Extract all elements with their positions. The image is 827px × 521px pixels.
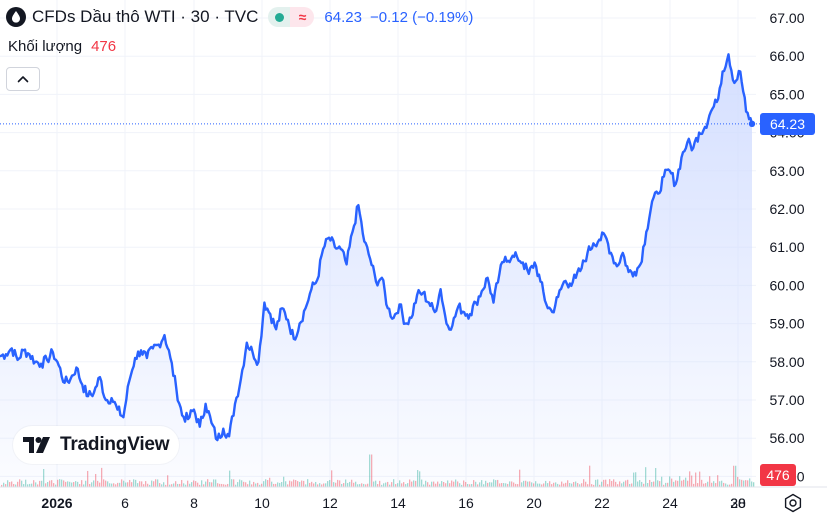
x-tick-label: 20 <box>526 495 542 511</box>
price-axis[interactable]: 67.0066.0065.0064.0063.0062.0061.0060.00… <box>769 10 804 484</box>
volume-value: 476 <box>91 38 117 55</box>
volume-label: Khối lượng <box>8 38 83 55</box>
market-status-pill[interactable]: ≈ <box>268 7 315 27</box>
y-tick-label: 65.00 <box>769 86 804 102</box>
x-tick-label: 30 <box>730 495 746 511</box>
x-tick-label: 8 <box>190 495 198 511</box>
y-tick-label: 63.00 <box>769 163 804 179</box>
oil-drop-icon <box>6 7 26 27</box>
x-tick-label: 10 <box>254 495 270 511</box>
x-tick-label: 28 <box>730 495 746 511</box>
market-open-dot-icon <box>268 7 291 27</box>
y-tick-label: 67.00 <box>769 10 804 26</box>
tradingview-logo-icon <box>23 437 50 453</box>
collapse-legend-button[interactable] <box>6 67 40 91</box>
y-tick-label: 60.00 <box>769 277 804 293</box>
y-tick-label: 62.00 <box>769 201 804 217</box>
volume-bar <box>753 482 755 487</box>
wave-icon: ≈ <box>290 7 315 27</box>
x-tick-label: 16 <box>458 495 474 511</box>
x-tick-label: 2026 <box>41 495 72 511</box>
last-price-value: 64.23 <box>324 8 362 26</box>
settings-gear-icon <box>784 493 802 513</box>
x-tick-label: 22 <box>594 495 610 511</box>
x-tick-label: 24 <box>662 495 678 511</box>
svg-text:476: 476 <box>766 467 790 483</box>
price-change: −0.12 (−0.19%) <box>369 8 474 26</box>
x-tick-label: 12 <box>322 495 338 511</box>
symbol-title[interactable]: CFDs Dầu thô WTI · 30 · TVC <box>32 7 259 26</box>
volume-axis-label: 476 <box>760 464 796 486</box>
svg-text:64.23: 64.23 <box>770 116 805 132</box>
price-area-fill <box>0 54 752 488</box>
y-tick-label: 58.00 <box>769 354 804 370</box>
y-tick-label: 61.00 <box>769 239 804 255</box>
x-tick-label: 6 <box>121 495 129 511</box>
symbol-legend: CFDs Dầu thô WTI · 30 · TVC ≈ 64.23 −0.1… <box>6 6 473 28</box>
volume-legend[interactable]: Khối lượng 476 <box>8 38 116 55</box>
tradingview-logo[interactable]: TradingView <box>13 426 180 464</box>
settings-button[interactable] <box>781 491 805 515</box>
last-price-label: 64.23 <box>760 113 815 135</box>
y-tick-label: 59.00 <box>769 316 804 332</box>
x-tick-label: 14 <box>390 495 406 511</box>
last-price-point <box>748 120 756 128</box>
price-line <box>0 53 754 442</box>
y-tick-label: 56.00 <box>769 430 804 446</box>
y-tick-label: 66.00 <box>769 48 804 64</box>
y-tick-label: 57.00 <box>769 392 804 408</box>
chevron-up-icon <box>17 76 29 83</box>
